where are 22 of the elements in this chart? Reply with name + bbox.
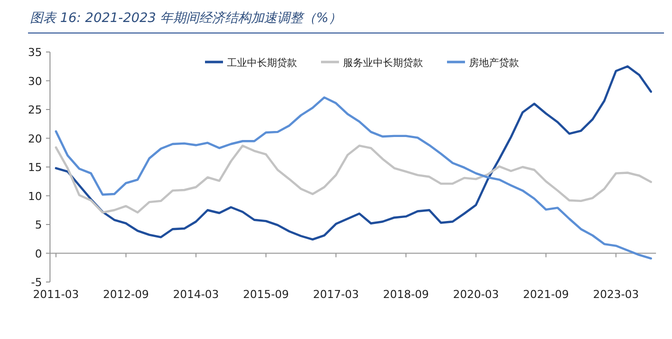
y-tick-label: 30 bbox=[28, 74, 42, 88]
y-tick-label: 20 bbox=[28, 132, 42, 146]
x-tick-label: 2023-03 bbox=[592, 288, 639, 301]
y-tick-label: 35 bbox=[28, 46, 42, 59]
y-tick-label: 15 bbox=[28, 161, 42, 174]
y-tick-label: 0 bbox=[35, 247, 42, 260]
x-tick-label: 2018-09 bbox=[382, 288, 429, 301]
x-tick-label: 2017-03 bbox=[312, 288, 359, 301]
x-tick-label: 2015-09 bbox=[242, 288, 289, 301]
x-tick-label: 2012-09 bbox=[102, 288, 149, 301]
legend-label: 房地产贷款 bbox=[469, 57, 519, 69]
y-tick-label: 10 bbox=[28, 190, 42, 203]
legend-label: 工业中长期贷款 bbox=[227, 57, 297, 69]
x-tick-label: 2011-03 bbox=[32, 288, 79, 301]
x-tick-label: 2014-03 bbox=[172, 288, 219, 301]
y-tick-label: -5 bbox=[31, 276, 42, 289]
x-tick-label: 2020-03 bbox=[452, 288, 499, 301]
x-tick-label: 2021-09 bbox=[522, 288, 569, 301]
chart-title: 图表 16: 2021-2023 年期间经济结构加速调整（%） bbox=[30, 11, 342, 26]
legend-label: 服务业中长期贷款 bbox=[343, 57, 423, 69]
y-tick-label: 25 bbox=[28, 104, 42, 116]
y-tick-label: 5 bbox=[35, 218, 42, 232]
